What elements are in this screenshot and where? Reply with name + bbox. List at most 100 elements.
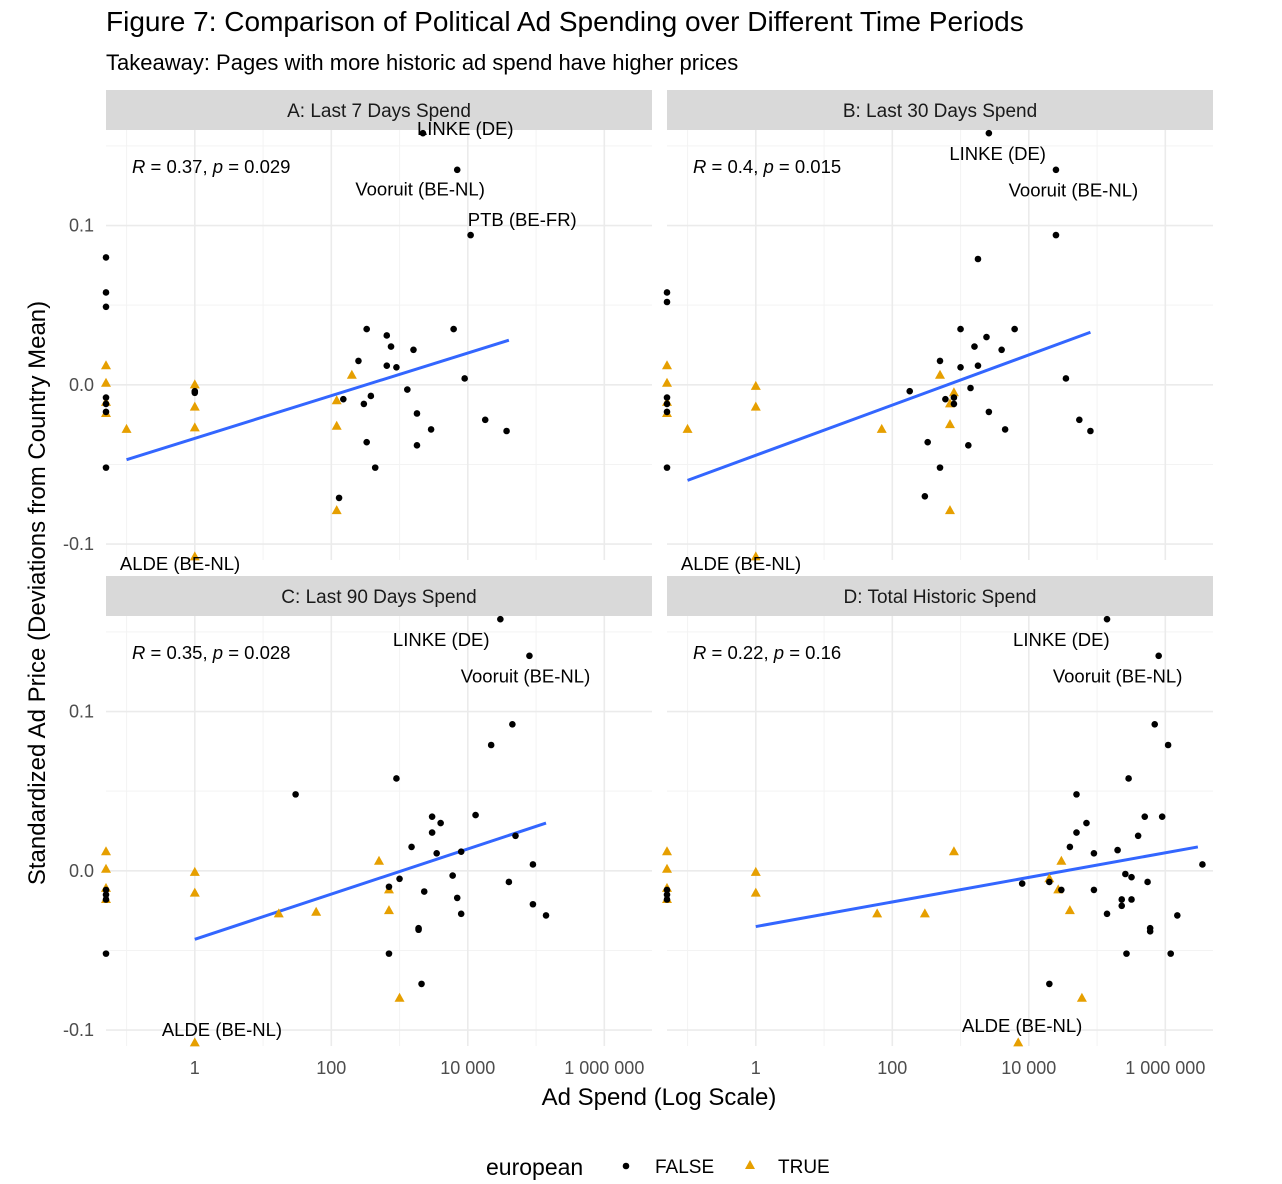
point-european-false (1073, 791, 1080, 798)
x-tick-label: 1 (751, 1058, 761, 1078)
point-european-true (662, 863, 672, 873)
point-european-false (418, 980, 425, 988)
point-european-false (457, 910, 465, 918)
point-european-false (509, 720, 516, 728)
point-european-false (453, 894, 461, 902)
point-european-false (1158, 813, 1166, 820)
point-european-true (101, 863, 111, 873)
point-european-true (101, 846, 111, 856)
correlation-p-label: p (773, 642, 784, 663)
point-european-false (481, 416, 489, 424)
point-european-false (102, 464, 110, 471)
point-european-false (467, 231, 474, 239)
correlation-r-value: 0.35 (166, 642, 202, 663)
point-european-true (331, 505, 342, 515)
point-european-false (497, 615, 504, 623)
regression-line (755, 845, 1199, 929)
party-label: LINKE (DE) (1013, 629, 1110, 650)
point-european-false (1083, 819, 1090, 827)
point-european-false (1167, 950, 1174, 957)
point-european-false (974, 255, 982, 263)
point-european-false (385, 883, 393, 891)
point-european-true (311, 906, 322, 916)
point-european-false (102, 886, 110, 894)
point-european-false (191, 389, 199, 397)
point-european-false (1052, 166, 1060, 174)
point-european-true (919, 908, 930, 918)
point-european-true (750, 866, 761, 876)
point-european-false (393, 363, 400, 371)
point-european-false (1046, 980, 1053, 988)
party-label: Vooruit (BE-NL) (355, 179, 485, 200)
point-european-false (102, 289, 110, 296)
correlation-p-label: p (762, 156, 773, 177)
panel-strip-label: D: Total Historic Spend (844, 587, 1037, 608)
point-european-true (101, 360, 111, 370)
point-european-false (102, 303, 110, 311)
point-european-false (950, 394, 958, 401)
point-european-false (363, 438, 370, 446)
point-european-true (189, 422, 200, 432)
party-label: LINKE (DE) (393, 629, 490, 650)
correlation-p-value: 0.028 (244, 642, 290, 663)
point-european-true (189, 887, 200, 897)
point-european-false (950, 400, 958, 408)
point-european-false (419, 129, 427, 137)
party-label: Vooruit (BE-NL) (1053, 666, 1183, 687)
point-european-false (335, 494, 343, 502)
point-european-false (1128, 873, 1135, 881)
point-european-true (273, 908, 284, 918)
point-european-false (1146, 928, 1154, 935)
regression-line (687, 330, 1091, 482)
point-european-true (662, 360, 672, 370)
correlation-annotation: R = 0.37, p = 0.029 (132, 156, 290, 177)
point-european-false (387, 343, 395, 350)
point-european-true (331, 395, 342, 405)
correlation-p-value: 0.015 (795, 156, 841, 177)
point-european-false (1066, 843, 1074, 851)
point-european-false (363, 325, 370, 333)
point-european-false (663, 886, 671, 894)
y-tick-label: 0.1 (69, 216, 94, 236)
point-european-false (906, 387, 914, 395)
point-european-false (340, 395, 347, 403)
panel-b: B: Last 30 Days Spend R = 0.4, p = 0.015 L… (662, 90, 1213, 574)
point-european-false (503, 427, 510, 435)
point-european-false (461, 375, 468, 382)
point-european-false (1058, 886, 1065, 894)
point-european-true (662, 846, 672, 856)
point-european-false (371, 464, 379, 471)
point-european-false (542, 912, 550, 919)
x-tick-label: 1 (190, 1058, 200, 1078)
point-european-true (944, 419, 955, 429)
legend-true-label: TRUE (778, 1157, 830, 1178)
point-european-false (505, 878, 513, 886)
y-axis-title: Standardized Ad Price (Deviations from C… (24, 301, 51, 885)
legend: european FALSE TRUE (486, 1154, 830, 1180)
point-european-false (663, 298, 671, 306)
point-european-true (662, 377, 672, 387)
point-european-false (1090, 849, 1098, 857)
point-european-true (189, 551, 200, 561)
correlation-r-label: R (693, 642, 706, 663)
point-european-false (1125, 775, 1132, 782)
correlation-annotation: R = 0.4, p = 0.015 (693, 156, 841, 177)
regression-line (194, 821, 547, 941)
x-tick-label: 100 (316, 1058, 346, 1078)
point-european-false (965, 442, 972, 449)
point-european-true (750, 887, 761, 897)
correlation-r-label: R (693, 156, 706, 177)
point-european-false (663, 400, 671, 408)
party-label: LINKE (DE) (949, 143, 1046, 164)
party-label: ALDE (BE-NL) (962, 1015, 1082, 1036)
point-european-false (971, 343, 978, 350)
panel-strip-label: A: Last 7 Days Spend (287, 101, 471, 122)
y-tick-label: 0.1 (69, 702, 94, 722)
point-european-true (682, 423, 693, 433)
point-european-false (383, 362, 391, 370)
point-european-false (663, 408, 671, 416)
point-european-false (1144, 878, 1151, 886)
point-european-true (1064, 905, 1075, 915)
point-european-true (750, 401, 761, 411)
